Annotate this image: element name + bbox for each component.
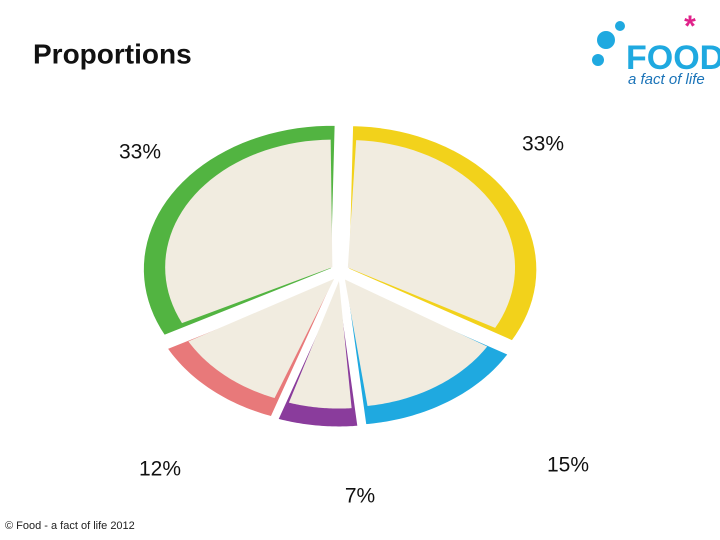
pie xyxy=(140,122,540,430)
plate-inner xyxy=(188,278,335,399)
slice-label: 12% xyxy=(139,458,181,481)
logo: * FOOD a fact of life xyxy=(592,10,720,88)
logo-splash xyxy=(615,21,625,31)
plate-inner xyxy=(344,279,488,406)
logo-tagline: a fact of life xyxy=(628,71,705,88)
footer: © Food - a fact of life 2012 xyxy=(5,520,135,532)
plate-inner xyxy=(165,139,333,324)
plate-inner xyxy=(288,280,352,409)
slice-label: 33% xyxy=(522,133,564,156)
plate-inner xyxy=(347,140,516,328)
logo-star: * xyxy=(684,10,696,43)
slice-label: 7% xyxy=(345,485,375,508)
logo-splash xyxy=(592,54,604,66)
logo-word: FOOD xyxy=(626,39,720,77)
slide-title: Proportions xyxy=(33,38,192,69)
slice-label: 15% xyxy=(547,454,589,477)
logo-splash xyxy=(597,31,615,49)
slice-label: 33% xyxy=(119,141,161,164)
